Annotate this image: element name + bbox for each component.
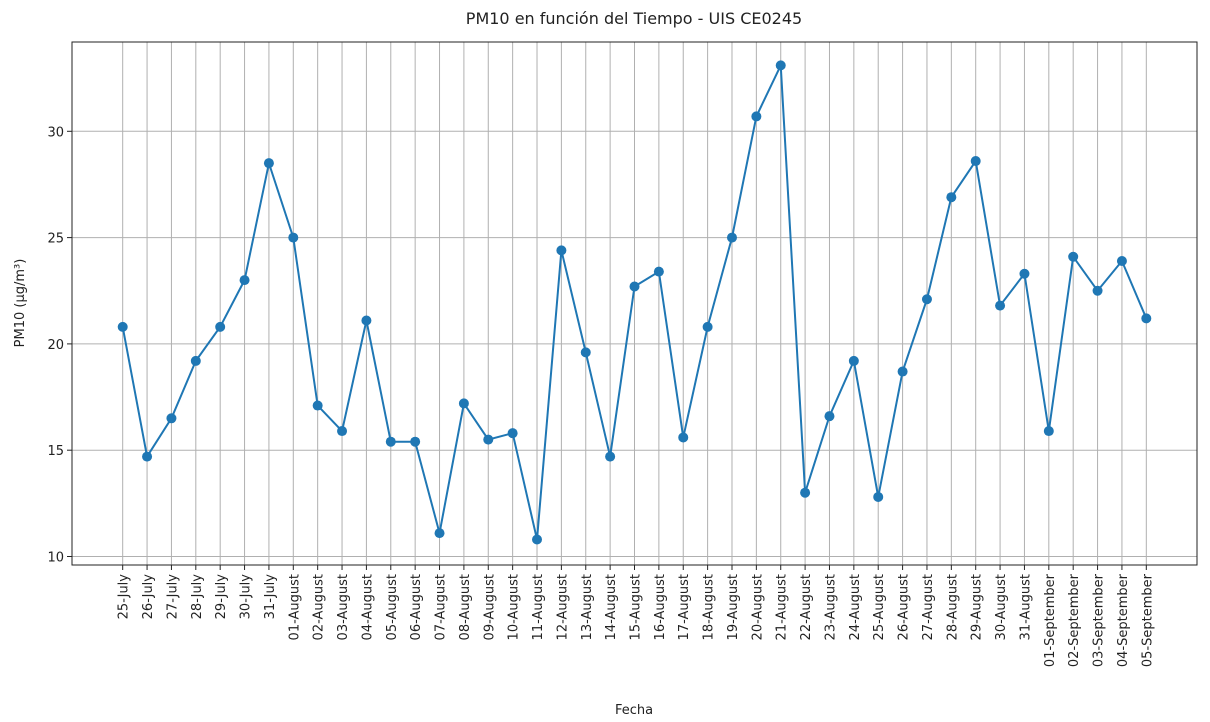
x-tick-label: 03-September xyxy=(1092,573,1107,667)
data-point xyxy=(483,434,494,445)
x-tick-label: 22-August xyxy=(799,574,814,640)
x-tick-label: 31-August xyxy=(1018,574,1033,640)
data-point xyxy=(1092,285,1103,296)
x-tick-label: 01-August xyxy=(287,574,302,640)
data-point xyxy=(434,528,445,539)
data-point xyxy=(239,275,250,286)
x-tick-label: 17-August xyxy=(677,574,692,640)
y-tick-label: 25 xyxy=(47,232,64,247)
data-point xyxy=(190,355,201,366)
data-point xyxy=(629,281,640,292)
x-tick-label: 15-August xyxy=(629,574,644,640)
y-tick-label: 20 xyxy=(47,338,64,353)
x-tick-label: 28-July xyxy=(190,574,205,620)
data-point xyxy=(848,355,859,366)
data-point xyxy=(1068,251,1079,262)
data-point xyxy=(946,192,957,203)
data-point xyxy=(410,436,421,447)
x-tick-label: 12-August xyxy=(555,574,570,640)
x-tick-label: 04-August xyxy=(360,574,375,640)
x-tick-label: 30-July xyxy=(239,574,254,620)
x-tick-label: 02-September xyxy=(1067,573,1082,667)
data-point xyxy=(337,426,348,437)
y-axis-label: PM10 (µg/m³) xyxy=(13,259,28,348)
data-point xyxy=(653,266,664,277)
x-tick-label: 26-August xyxy=(897,574,912,640)
data-point xyxy=(751,111,762,122)
data-point xyxy=(605,451,616,462)
x-tick-label: 23-August xyxy=(823,574,838,640)
x-tick-label: 14-August xyxy=(604,574,619,640)
data-point xyxy=(1019,268,1030,279)
x-tick-label: 18-August xyxy=(702,574,717,640)
data-point xyxy=(385,436,396,447)
data-point xyxy=(117,321,128,332)
data-point xyxy=(1116,255,1127,266)
x-tick-label: 10-August xyxy=(507,574,522,640)
x-tick-label: 08-August xyxy=(458,574,473,640)
x-tick-label: 24-August xyxy=(848,574,863,640)
data-point xyxy=(458,398,469,409)
x-tick-label: 13-August xyxy=(580,574,595,640)
x-tick-label: 29-August xyxy=(970,574,985,640)
plot-frame xyxy=(71,41,1198,566)
x-tick-label: 21-August xyxy=(775,574,790,640)
data-point xyxy=(873,491,884,502)
data-point xyxy=(678,432,689,443)
x-tick-label: 31-July xyxy=(263,574,278,620)
data-point xyxy=(800,487,811,498)
x-tick-label: 27-July xyxy=(165,574,180,620)
data-point xyxy=(166,413,177,424)
x-tick-label: 04-September xyxy=(1116,573,1131,667)
x-tick-label: 16-August xyxy=(653,574,668,640)
x-tick-label: 07-August xyxy=(434,574,449,640)
x-tick-label: 26-July xyxy=(141,574,156,620)
data-point xyxy=(361,315,372,326)
x-tick-label: 01-September xyxy=(1043,573,1058,667)
y-tick-label: 30 xyxy=(47,125,64,140)
data-point xyxy=(995,300,1006,311)
data-point xyxy=(921,294,932,305)
x-tick-label: 05-September xyxy=(1140,573,1155,667)
x-tick-label: 27-August xyxy=(921,574,936,640)
data-point xyxy=(263,158,274,169)
data-point xyxy=(702,321,713,332)
chart-title: PM10 en función del Tiempo - UIS CE0245 xyxy=(466,9,802,28)
x-tick-label: 09-August xyxy=(482,574,497,640)
x-tick-label: 29-July xyxy=(214,574,229,620)
x-tick-label: 25-August xyxy=(872,574,887,640)
x-tick-label: 19-August xyxy=(726,574,741,640)
y-tick-label: 15 xyxy=(47,444,64,459)
data-point xyxy=(897,366,908,377)
data-point xyxy=(580,347,591,358)
data-point xyxy=(288,232,299,243)
data-point xyxy=(215,321,226,332)
data-point xyxy=(556,245,567,256)
y-tick-label: 10 xyxy=(47,550,64,565)
x-tick-label: 28-August xyxy=(945,574,960,640)
data-point xyxy=(142,451,153,462)
data-point xyxy=(507,428,518,439)
data-point xyxy=(532,534,543,545)
x-tick-label: 02-August xyxy=(312,574,327,640)
data-point xyxy=(726,232,737,243)
data-point xyxy=(970,156,981,167)
data-point xyxy=(824,411,835,422)
x-tick-label: 06-August xyxy=(409,574,424,640)
x-tick-label: 05-August xyxy=(385,574,400,640)
data-point xyxy=(312,400,323,411)
x-axis-label: Fecha xyxy=(615,703,653,718)
data-point xyxy=(1043,426,1054,437)
x-tick-label: 25-July xyxy=(117,574,132,620)
x-tick-label: 20-August xyxy=(750,574,765,640)
data-point xyxy=(775,60,786,71)
data-point xyxy=(1141,313,1152,324)
x-tick-label: 03-August xyxy=(336,574,351,640)
x-tick-label: 30-August xyxy=(994,574,1009,640)
x-tick-label: 11-August xyxy=(531,574,546,640)
